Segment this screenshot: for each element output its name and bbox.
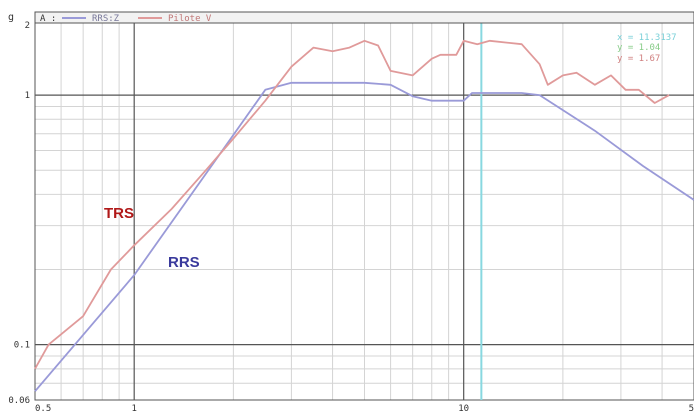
series-layer xyxy=(34,39,694,392)
annotation-rrs: RRS xyxy=(168,254,200,271)
series-line-rrs xyxy=(34,81,694,392)
major-grid xyxy=(35,20,694,400)
legend-label-pilote: Pilote V xyxy=(168,14,212,24)
y-tick-label: 0.06 xyxy=(8,396,30,406)
y-axis-label: g xyxy=(8,12,14,23)
annotation-trs: TRS xyxy=(104,205,134,222)
y-tick-label: 0.1 xyxy=(14,341,30,351)
x-tick-label: 0.5 xyxy=(35,404,51,414)
x-tick-label: 5 xyxy=(689,404,694,414)
y-tick-label: 2 xyxy=(25,21,30,31)
legend-bar xyxy=(34,11,694,24)
cursor-readout-y-rrs: y = 1.04 xyxy=(617,43,660,53)
x-tick-label: 1 xyxy=(131,404,136,414)
legend-prefix: A : xyxy=(40,14,56,24)
series-line-pilote xyxy=(34,39,670,370)
x-tick-label: 10 xyxy=(458,404,469,414)
y-tick-label: 1 xyxy=(25,91,30,101)
legend-label-rrs: RRS:Z xyxy=(92,14,120,24)
cursor-readout-x: x = 11.3137 xyxy=(617,33,677,43)
cursor-readout-y-pilote: y = 1.67 xyxy=(617,54,660,64)
